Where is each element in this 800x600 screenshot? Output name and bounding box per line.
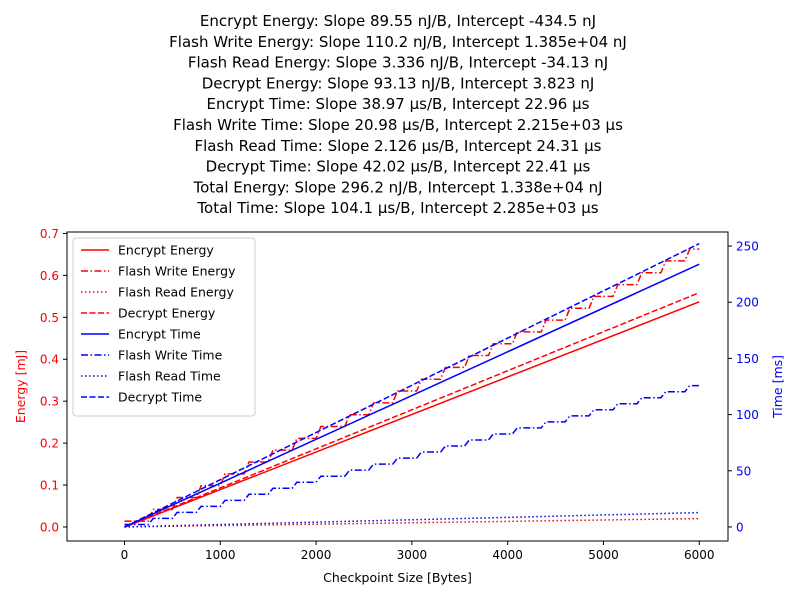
y-left-tick-label: 0.7 (40, 227, 59, 241)
x-tick-label: 2000 (301, 548, 332, 562)
title-line: Total Time: Slope 104.1 μs/B, Intercept … (196, 199, 598, 217)
y-left-tick-label: 0.4 (40, 353, 59, 367)
x-tick-label: 6000 (684, 548, 715, 562)
title-line: Decrypt Energy: Slope 93.13 nJ/B, Interc… (202, 74, 595, 92)
y-right-tick-label: 0 (736, 520, 744, 534)
axes: 0 1000 2000 3000 4000 5000 60000.00.10.20.30.4… (13, 227, 785, 585)
y-left-tick-label: 0.0 (40, 520, 59, 534)
title-line: Total Energy: Slope 296.2 nJ/B, Intercep… (193, 178, 603, 196)
y-right-tick-label: 50 (736, 464, 751, 478)
x-axis-label: Checkpoint Size [Bytes] (323, 570, 472, 585)
plot-area (124, 242, 700, 528)
legend-entry-label: Encrypt Energy (118, 243, 214, 258)
plot-frame (66, 231, 729, 542)
legend-entry-label: Flash Write Energy (118, 264, 236, 279)
series-line-flash-write-time (124, 384, 700, 526)
series-line-decrypt-time (124, 242, 700, 528)
x-tick-label: 3000 (397, 548, 428, 562)
legend-entry-label: Encrypt Time (118, 327, 201, 342)
title-line: Flash Write Energy: Slope 110.2 nJ/B, In… (169, 33, 627, 51)
y-left-tick-label: 0.2 (40, 437, 59, 451)
legend-entry-label: Flash Write Time (118, 348, 223, 363)
title-line: Encrypt Energy: Slope 89.55 nJ/B, Interc… (200, 12, 596, 30)
y-left-axis-label: Energy [mJ] (13, 350, 28, 423)
x-tick-label: 0 (121, 548, 129, 562)
y-left-tick-label: 0.6 (40, 269, 59, 283)
series-line-decrypt-energy (124, 291, 700, 528)
title-line: Flash Read Energy: Slope 3.336 nJ/B, Int… (188, 54, 608, 72)
legend-entry-label: Flash Read Energy (118, 285, 234, 300)
y-right-tick-label: 100 (736, 408, 759, 422)
title-line: Flash Read Time: Slope 2.126 μs/B, Inter… (195, 137, 602, 155)
y-right-axis-label: Time [ms] (770, 355, 785, 419)
y-right-tick-label: 250 (736, 240, 759, 254)
x-tick-label: 1000 (205, 548, 236, 562)
title-line: Encrypt Time: Slope 38.97 μs/B, Intercep… (207, 95, 590, 113)
x-tick-label: 5000 (588, 548, 619, 562)
legend-box (72, 237, 256, 417)
title-line: Decrypt Time: Slope 42.02 μs/B, Intercep… (206, 158, 591, 176)
legend-entry-label: Flash Read Time (118, 369, 221, 384)
legend: Encrypt Energy Flash Write Energy Flash Re… (72, 237, 256, 417)
title-line: Flash Write Time: Slope 20.98 μs/B, Inte… (173, 116, 623, 134)
y-left-tick-label: 0.5 (40, 311, 59, 325)
x-tick-label: 4000 (492, 548, 523, 562)
y-right-tick-label: 150 (736, 352, 759, 366)
y-left-tick-label: 0.3 (40, 395, 59, 409)
legend-entry-label: Decrypt Time (118, 390, 202, 405)
chart-title-block: Encrypt Energy: Slope 89.55 nJ/B, Interc… (169, 12, 627, 217)
y-right-tick-label: 200 (736, 296, 759, 310)
series-line-encrypt-energy (124, 301, 700, 528)
legend-entry-label: Decrypt Energy (118, 306, 216, 321)
series-line-flash-write-energy (124, 248, 700, 522)
y-left-tick-label: 0.1 (40, 479, 59, 493)
series-line-encrypt-time (124, 263, 700, 528)
series-line-flash-read-energy (124, 517, 700, 528)
